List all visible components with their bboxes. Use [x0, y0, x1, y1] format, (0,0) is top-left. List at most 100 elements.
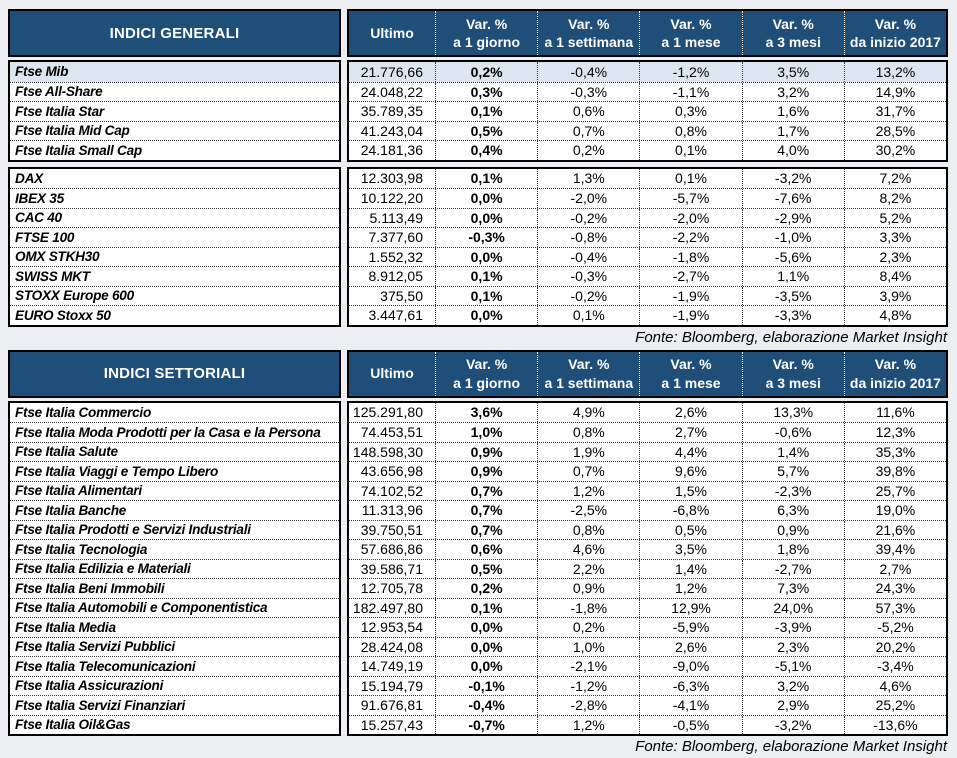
column-header-title: Var. % — [466, 15, 507, 33]
index-name: STOXX Europe 600 — [10, 286, 339, 306]
var-value-var-3-mesi: -1,0% — [742, 228, 844, 247]
var-value-var-da-inizio-2017: -13,6% — [844, 716, 946, 735]
ultimo-value: 375,50 — [349, 287, 435, 306]
var-value-var-3-mesi: -2,9% — [742, 209, 844, 228]
index-name: Ftse Italia Edilizia e Materiali — [10, 559, 339, 579]
var-value-var-da-inizio-2017: 30,2% — [844, 141, 946, 160]
column-header-title: Var. % — [773, 355, 814, 373]
var-value-var-da-inizio-2017: 14,9% — [844, 83, 946, 102]
index-name: Ftse Mib — [10, 62, 339, 82]
var-value-var-1-settimana: 0,2% — [537, 618, 639, 637]
column-header-var-1-mese: Var. %a 1 mese — [639, 352, 741, 396]
var-value-var-1-settimana: 4,6% — [537, 540, 639, 559]
index-name: SWISS MKT — [10, 266, 339, 286]
var-value-var-da-inizio-2017: 2,7% — [844, 560, 946, 579]
index-name: Ftse Italia Small Cap — [10, 140, 339, 160]
ultimo-value: 14.749,19 — [349, 657, 435, 676]
column-header-var-1-settimana: Var. %a 1 settimana — [537, 352, 639, 396]
var-value-var-3-mesi: -2,7% — [742, 560, 844, 579]
column-header-title: Var. % — [466, 355, 507, 373]
var-value-var-3-mesi: -3,9% — [742, 618, 844, 637]
var-value-var-1-mese: 2,6% — [639, 403, 741, 423]
var-value-var-3-mesi: 0,9% — [742, 521, 844, 540]
var-value-var-da-inizio-2017: 20,2% — [844, 638, 946, 657]
index-name: Ftse Italia Servizi Pubblici — [10, 637, 339, 657]
column-header-var-da-inizio-2017: Var. %da inizio 2017 — [844, 352, 946, 396]
var-value-var-1-giorno: 0,9% — [435, 462, 537, 481]
index-name: FTSE 100 — [10, 227, 339, 247]
var-value-var-da-inizio-2017: -5,2% — [844, 618, 946, 637]
var-value-var-1-giorno: 0,5% — [435, 560, 537, 579]
var-value-var-da-inizio-2017: 4,6% — [844, 677, 946, 696]
var-value-var-3-mesi: -3,3% — [742, 306, 844, 325]
var-value-var-1-mese: -9,0% — [639, 657, 741, 676]
var-value-var-1-settimana: 4,9% — [537, 403, 639, 423]
var-value-var-1-giorno: 0,0% — [435, 306, 537, 325]
index-name: Ftse Italia Media — [10, 617, 339, 637]
var-value-var-1-settimana: -2,0% — [537, 189, 639, 208]
index-name: Ftse Italia Telecomunicazioni — [10, 656, 339, 676]
column-header-subtitle: da inizio 2017 — [850, 374, 941, 392]
ultimo-value: 3.447,61 — [349, 306, 435, 325]
var-value-var-da-inizio-2017: 21,6% — [844, 521, 946, 540]
column-header-title: Var. % — [773, 15, 814, 33]
index-values-row: 15.257,43-0,7%1,2%-0,5%-3,2%-13,6% — [349, 715, 946, 735]
var-value-var-1-mese: -2,0% — [639, 209, 741, 228]
column-header-title: Var. % — [568, 15, 609, 33]
var-value-var-da-inizio-2017: 2,3% — [844, 248, 946, 267]
index-name: Ftse Italia Prodotti e Servizi Industria… — [10, 520, 339, 540]
var-value-var-1-mese: 1,4% — [639, 560, 741, 579]
var-value-var-1-settimana: -2,1% — [537, 657, 639, 676]
column-header-var-1-giorno: Var. %a 1 giorno — [435, 352, 537, 396]
var-value-var-1-mese: -1,9% — [639, 287, 741, 306]
ultimo-value: 15.257,43 — [349, 716, 435, 735]
ultimo-value: 125.291,80 — [349, 403, 435, 423]
ultimo-value: 43.656,98 — [349, 462, 435, 481]
var-value-var-1-settimana: -2,8% — [537, 696, 639, 715]
var-value-var-1-settimana: -1,2% — [537, 677, 639, 696]
var-value-var-3-mesi: -5,6% — [742, 248, 844, 267]
var-value-var-3-mesi: 1,8% — [742, 540, 844, 559]
var-value-var-da-inizio-2017: 31,7% — [844, 102, 946, 121]
var-value-var-1-mese: 12,9% — [639, 599, 741, 618]
ultimo-value: 39.586,71 — [349, 560, 435, 579]
index-name: OMX STKH30 — [10, 247, 339, 267]
var-value-var-3-mesi: 1,1% — [742, 267, 844, 286]
column-header-var-da-inizio-2017: Var. %da inizio 2017 — [844, 11, 946, 55]
index-name: Ftse Italia Banche — [10, 500, 339, 520]
column-header-subtitle: a 1 giorno — [453, 374, 520, 392]
column-header-subtitle: a 1 mese — [661, 374, 720, 392]
var-value-var-1-settimana: 1,0% — [537, 638, 639, 657]
index-values-row: 7.377,60-0,3%-0,8%-2,2%-1,0%3,3% — [349, 227, 946, 247]
var-value-var-1-settimana: -0,4% — [537, 248, 639, 267]
var-value-var-da-inizio-2017: 25,7% — [844, 482, 946, 501]
var-value-var-1-settimana: 0,7% — [537, 122, 639, 141]
ultimo-value: 10.122,20 — [349, 189, 435, 208]
var-value-var-3-mesi: -7,6% — [742, 189, 844, 208]
column-header-ultimo: Ultimo — [349, 352, 435, 396]
var-value-var-1-settimana: 1,2% — [537, 716, 639, 735]
var-value-var-1-giorno: 0,7% — [435, 521, 537, 540]
var-value-var-da-inizio-2017: 8,4% — [844, 267, 946, 286]
var-value-var-1-giorno: 0,7% — [435, 482, 537, 501]
var-value-var-1-settimana: -2,5% — [537, 501, 639, 520]
var-value-var-1-giorno: 0,6% — [435, 540, 537, 559]
index-name: Ftse Italia Star — [10, 101, 339, 121]
var-value-var-1-giorno: 0,5% — [435, 122, 537, 141]
var-value-var-1-settimana: 1,2% — [537, 482, 639, 501]
